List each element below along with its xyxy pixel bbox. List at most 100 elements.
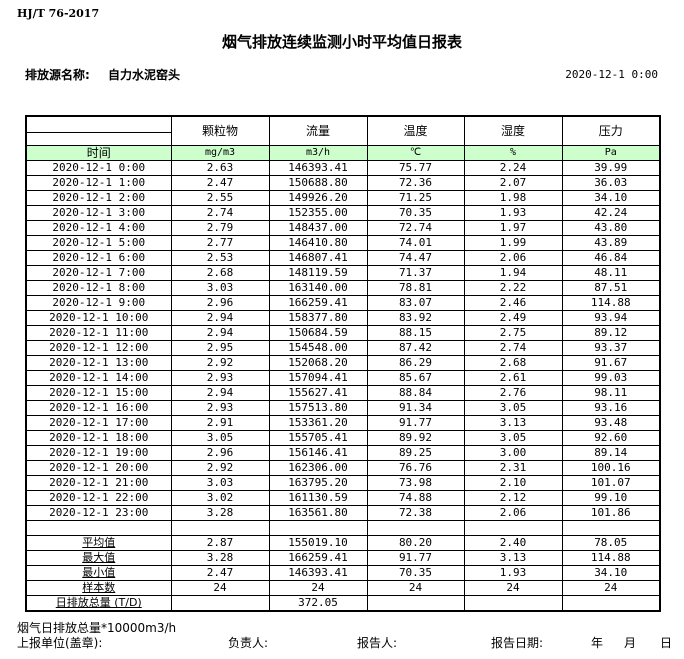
cell-temperature: 24 [366,580,465,596]
cell-temperature: 72.38 [366,505,465,521]
cell-humidity [463,595,563,612]
cell-flow [268,520,368,536]
cell-humidity: 2.68 [463,355,563,371]
cell-flow: 163140.00 [268,280,368,296]
cell-time: 2020-12-1 6:00 [25,250,172,266]
cell-time: 2020-12-1 15:00 [25,385,172,401]
cell-humidity: 1.99 [463,235,563,251]
cell-pressure: 114.88 [561,550,661,566]
cell-temperature: 87.42 [366,340,465,356]
cell-time: 2020-12-1 7:00 [25,265,172,281]
cell-humidity: 24 [463,580,563,596]
units-row: 时间 mg/m3 m3/h ℃ % Pa [25,145,661,161]
unit-particulate: mg/m3 [170,145,270,161]
cell-flow: 166259.41 [268,550,368,566]
cell-flow: 155627.41 [268,385,368,401]
table-row: 2020-12-1 10:00 2.94 158377.80 83.92 2.49 93.… [25,310,661,326]
cell-flow: 163795.20 [268,475,368,491]
cell-pressure [561,520,661,536]
cell-particulate: 2.94 [170,325,270,341]
cell-flow: 152068.20 [268,355,368,371]
cell-flow: 150688.80 [268,175,368,191]
cell-temperature: 91.34 [366,400,465,416]
cell-pressure: 24 [561,580,661,596]
footer-year: 年 [591,636,604,650]
cell-particulate: 2.93 [170,370,270,386]
summary-label: 最小值 [25,565,172,581]
table-row: 2020-12-1 20:00 2.92 162306.00 76.76 2.31 100… [25,460,661,476]
cell-pressure: 91.67 [561,355,661,371]
header-humidity: 湿度 [463,115,563,146]
cell-particulate: 3.03 [170,280,270,296]
table-row: 2020-12-1 16:00 2.93 157513.80 91.34 3.05 93.… [25,400,661,416]
cell-pressure: 99.03 [561,370,661,386]
cell-pressure: 114.88 [561,295,661,311]
unit-temperature: ℃ [366,145,465,161]
header-pressure: 压力 [561,115,661,146]
cell-temperature: 74.01 [366,235,465,251]
header-temperature: 温度 [366,115,465,146]
table-row: 2020-12-1 22:00 3.02 161130.59 74.88 2.12 99.… [25,490,661,506]
cell-particulate: 2.96 [170,445,270,461]
cell-pressure: 87.51 [561,280,661,296]
cell-pressure: 89.14 [561,445,661,461]
summary-row: 样本数 24 24 24 24 24 [25,580,661,596]
cell-time: 2020-12-1 0:00 [25,160,172,176]
table-row: 2020-12-1 4:00 2.79 148437.00 72.74 1.97 43.8… [25,220,661,236]
cell-particulate: 2.53 [170,250,270,266]
unit-pressure: Pa [561,145,661,161]
report-time: 2020-12-1 0:00 [565,68,658,81]
cell-temperature: 71.25 [366,190,465,206]
cell-flow: 148437.00 [268,220,368,236]
source-value: 自力水泥窑头 [108,68,181,82]
cell-particulate: 2.93 [170,400,270,416]
report-title: 烟气排放连续监测小时平均值日报表 [221,33,462,51]
table-row: 2020-12-1 1:00 2.47 150688.80 72.36 2.07 36.0… [25,175,661,191]
cell-humidity: 2.61 [463,370,563,386]
cell-pressure: 98.11 [561,385,661,401]
unit-time: 时间 [25,145,172,161]
cell-humidity: 1.98 [463,190,563,206]
cell-humidity: 3.05 [463,400,563,416]
cell-humidity: 2.07 [463,175,563,191]
cell-temperature: 73.98 [366,475,465,491]
cell-temperature: 83.07 [366,295,465,311]
cell-flow: 372.05 [268,595,368,612]
cell-temperature: 76.76 [366,460,465,476]
cell-flow: 157513.80 [268,400,368,416]
cell-time: 2020-12-1 17:00 [25,415,172,431]
cell-particulate: 3.28 [170,550,270,566]
cell-humidity: 2.10 [463,475,563,491]
report-table: 颗粒物 流量 温度 湿度 压力 时间 mg/m3 m3/h ℃ % Pa 202… [25,115,661,612]
cell-pressure: 42.24 [561,205,661,221]
cell-pressure: 78.05 [561,535,661,551]
cell-time: 2020-12-1 14:00 [25,370,172,386]
cell-pressure: 101.07 [561,475,661,491]
cell-flow: 163561.80 [268,505,368,521]
table-row: 2020-12-1 13:00 2.92 152068.20 86.29 2.68 91.… [25,355,661,371]
table-row: 2020-12-1 23:00 3.28 163561.80 72.38 2.06 101… [25,505,661,521]
cell-particulate: 2.91 [170,415,270,431]
cell-particulate: 2.94 [170,385,270,401]
cell-flow: 148119.59 [268,265,368,281]
cell-particulate: 2.92 [170,460,270,476]
cell-time: 2020-12-1 4:00 [25,220,172,236]
cell-particulate [170,520,270,536]
table-row: 2020-12-1 14:00 2.93 157094.41 85.67 2.61 99.… [25,370,661,386]
cell-flow: 155705.41 [268,430,368,446]
table-row: 2020-12-1 11:00 2.94 150684.59 88.15 2.75 89.… [25,325,661,341]
cell-humidity: 2.76 [463,385,563,401]
table-row: 2020-12-1 17:00 2.91 153361.20 91.77 3.13 93.… [25,415,661,431]
cell-flow: 161130.59 [268,490,368,506]
footer-day: 日 [660,636,673,650]
header-row: 颗粒物 流量 温度 湿度 压力 [25,115,661,146]
cell-flow: 149926.20 [268,190,368,206]
cell-temperature: 70.35 [366,565,465,581]
table-row: 2020-12-1 5:00 2.77 146410.80 74.01 1.99 43.8… [25,235,661,251]
cell-particulate: 24 [170,580,270,596]
cell-time: 2020-12-1 11:00 [25,325,172,341]
summary-label: 样本数 [25,580,172,596]
cell-temperature [366,595,465,612]
cell-pressure: 92.60 [561,430,661,446]
cell-humidity: 2.06 [463,250,563,266]
